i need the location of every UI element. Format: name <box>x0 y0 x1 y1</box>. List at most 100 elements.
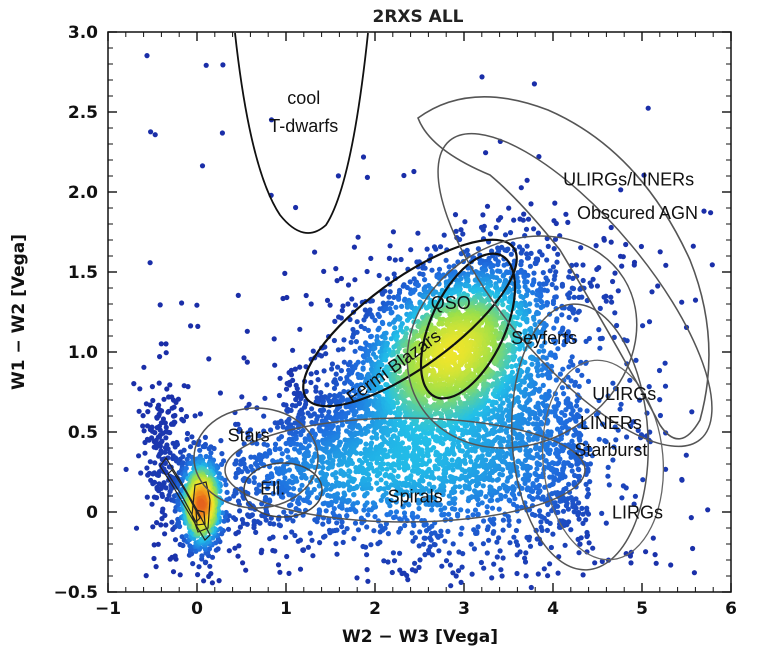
data-point <box>534 466 540 472</box>
data-point <box>526 493 533 499</box>
data-point <box>292 366 298 372</box>
data-point <box>202 444 208 450</box>
data-point <box>442 505 448 511</box>
data-point <box>349 296 355 302</box>
data-point <box>589 453 596 459</box>
data-point <box>568 378 574 384</box>
data-point <box>548 544 555 551</box>
data-point <box>387 243 393 249</box>
data-point <box>452 484 458 490</box>
data-point <box>520 315 526 321</box>
data-point <box>531 226 537 232</box>
data-point <box>459 525 465 531</box>
data-point <box>433 246 439 252</box>
data-point <box>163 435 169 441</box>
data-point <box>140 413 146 419</box>
data-point <box>378 477 384 483</box>
data-point <box>137 386 143 392</box>
data-point <box>167 382 173 388</box>
data-point <box>360 543 366 550</box>
data-point <box>140 423 146 429</box>
data-point <box>525 216 532 222</box>
data-point <box>241 456 247 462</box>
data-point <box>530 421 536 427</box>
data-point <box>278 457 284 463</box>
data-point <box>293 436 299 442</box>
data-point <box>341 337 347 343</box>
data-point <box>446 550 452 556</box>
data-point <box>489 575 495 581</box>
data-point <box>219 461 225 467</box>
data-point <box>491 274 497 280</box>
data-point <box>365 512 371 518</box>
data-point <box>691 570 698 576</box>
data-point <box>457 236 463 243</box>
data-point <box>454 458 460 464</box>
data-point <box>377 485 383 492</box>
data-point <box>708 210 714 216</box>
data-point <box>338 315 344 321</box>
data-point <box>144 53 150 59</box>
data-point <box>308 301 314 307</box>
data-point <box>320 521 326 527</box>
data-point <box>163 522 169 528</box>
data-point <box>559 410 565 416</box>
data-point <box>566 364 572 370</box>
data-point <box>458 507 464 513</box>
data-point <box>364 268 370 275</box>
data-point <box>388 509 394 515</box>
data-point <box>514 570 520 577</box>
data-point <box>180 454 186 460</box>
data-point <box>165 446 171 452</box>
data-point <box>489 505 496 511</box>
data-point <box>316 507 322 513</box>
data-point <box>599 510 605 516</box>
data-point <box>635 427 641 433</box>
data-point <box>206 546 213 552</box>
data-point <box>163 424 169 430</box>
data-point <box>293 506 299 512</box>
data-point <box>507 230 514 236</box>
data-point <box>579 505 585 511</box>
data-point <box>223 482 229 488</box>
data-point <box>701 208 707 214</box>
data-point <box>342 414 349 420</box>
data-point <box>690 545 696 552</box>
data-point <box>593 243 599 249</box>
data-point <box>334 551 340 557</box>
data-point <box>490 381 496 387</box>
data-point <box>502 493 508 499</box>
data-point <box>438 533 444 539</box>
data-point <box>211 445 217 452</box>
data-point <box>362 307 368 313</box>
data-point <box>657 412 664 419</box>
data-point <box>311 486 317 493</box>
data-point <box>535 571 541 577</box>
data-point <box>511 217 517 223</box>
data-point <box>627 377 633 383</box>
data-point <box>551 276 557 282</box>
data-point <box>195 323 201 329</box>
data-point <box>462 219 468 225</box>
data-point <box>585 486 591 492</box>
data-point <box>365 578 371 584</box>
data-point <box>495 261 501 268</box>
data-point <box>576 383 582 389</box>
data-point <box>202 434 208 440</box>
data-point <box>610 278 616 285</box>
data-point <box>498 567 504 573</box>
data-point <box>452 212 459 218</box>
data-point <box>524 243 530 249</box>
data-point <box>453 573 459 579</box>
data-point <box>578 245 584 251</box>
data-point <box>575 466 581 472</box>
data-point <box>339 422 345 428</box>
data-point <box>187 444 194 450</box>
data-point <box>309 458 315 464</box>
data-point <box>409 530 415 536</box>
data-point <box>153 564 159 570</box>
data-point <box>197 447 203 453</box>
data-point <box>566 274 572 280</box>
data-point <box>253 529 259 536</box>
data-point <box>545 511 551 517</box>
